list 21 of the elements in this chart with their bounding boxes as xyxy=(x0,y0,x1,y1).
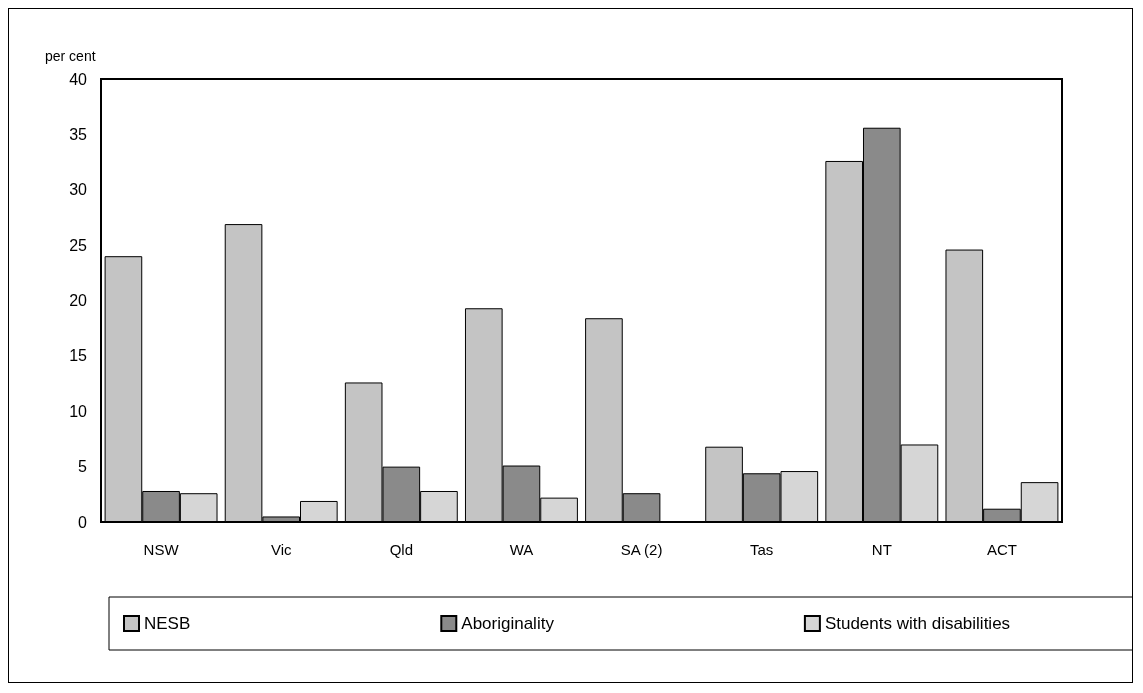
x-tick-label: Qld xyxy=(389,541,413,558)
y-tick-label: 5 xyxy=(78,458,88,476)
x-tick-label: SA (2) xyxy=(620,541,663,558)
y-tick-label: 0 xyxy=(78,513,88,531)
y-tick-label: 20 xyxy=(69,292,88,309)
legend-label: Aboriginality xyxy=(461,614,555,633)
y-tick-label: 15 xyxy=(69,347,88,365)
y-axis-title: per cent xyxy=(45,48,96,64)
x-tick-label: NSW xyxy=(143,541,180,558)
y-tick-label: 40 xyxy=(69,70,88,88)
x-tick-label: NT xyxy=(871,541,892,558)
x-tick-label: WA xyxy=(509,541,534,558)
y-tick-label: 35 xyxy=(69,125,88,143)
y-tick-label: 25 xyxy=(69,236,88,254)
y-tick-label: 30 xyxy=(69,181,88,199)
y-tick-label: 10 xyxy=(69,402,88,420)
legend-label: NESB xyxy=(144,614,191,633)
x-tick-label: Vic xyxy=(270,541,292,558)
legend-label: Students with disabilities xyxy=(824,614,1011,633)
x-tick-label: ACT xyxy=(986,541,1017,558)
x-tick-label: Tas xyxy=(750,541,774,558)
